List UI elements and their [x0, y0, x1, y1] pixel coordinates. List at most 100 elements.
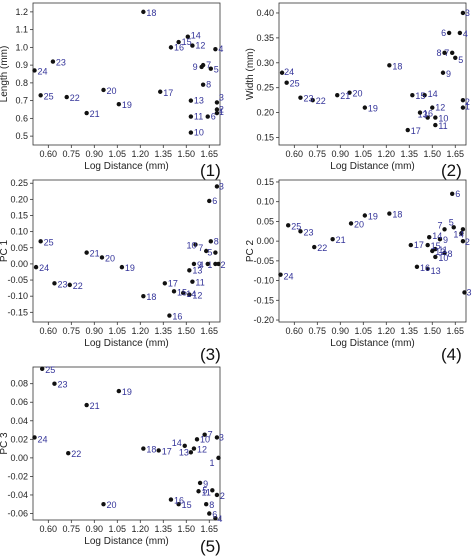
x-tick-label: 0.90 [332, 326, 350, 336]
data-point-label: 6 [211, 112, 216, 122]
data-point-20 [101, 87, 106, 93]
data-point-label: 21 [336, 235, 346, 245]
data-point-label: 22 [317, 243, 327, 253]
data-point-2 [214, 492, 220, 498]
data-point-9 [191, 261, 197, 267]
data-point-label: 17 [162, 446, 172, 456]
y-tick-label: 0.15 [256, 133, 274, 143]
data-point-3 [462, 290, 467, 295]
data-point-label: 16 [174, 42, 184, 52]
data-point-14 [185, 34, 191, 39]
x-tick-label: 1.05 [355, 149, 373, 159]
data-point-19 [119, 264, 125, 270]
y-tick-label: 0.20 [10, 194, 28, 204]
data-point-label: 19 [368, 212, 378, 222]
panel-number-label: (1) [200, 161, 221, 180]
y-tick-label: 0.15 [256, 177, 274, 187]
panel-number-label: (4) [441, 345, 462, 364]
data-point-label: 8 [206, 80, 211, 90]
x-tick-label: 0.60 [40, 524, 58, 534]
data-point-label: 18 [146, 445, 156, 455]
data-point-1 [216, 455, 221, 461]
data-point-label: 15 [431, 241, 441, 251]
x-tick-label: 1.65 [201, 326, 219, 336]
data-point-13 [187, 268, 192, 273]
data-point-label: 5 [214, 65, 219, 75]
x-tick-label: 1.65 [447, 149, 465, 159]
y-tick-label: 0.05 [256, 216, 274, 226]
data-point-label: 15 [177, 287, 187, 297]
data-point-19 [116, 101, 122, 107]
data-point-label: 8 [437, 48, 442, 58]
data-point-label: 5 [449, 217, 454, 227]
data-point-8 [204, 502, 209, 507]
data-point-17 [405, 127, 410, 133]
data-point-11 [188, 114, 194, 119]
data-point-label: 15 [415, 91, 425, 101]
data-point-label: 22 [70, 93, 80, 103]
data-point-label: 14 [191, 31, 201, 41]
panel-number-label: (3) [200, 345, 221, 364]
x-tick-label: 1.20 [132, 326, 150, 336]
data-point-3 [214, 184, 220, 189]
data-point-label: 3 [465, 8, 470, 18]
data-point-9 [437, 236, 443, 242]
data-point-label: 19 [368, 104, 378, 114]
data-point-label: 11 [194, 112, 203, 122]
data-point-22 [67, 282, 72, 288]
plot-frame [32, 179, 221, 323]
data-point-8 [208, 239, 214, 244]
data-point-19 [116, 388, 122, 394]
data-point-label: 16 [420, 263, 430, 273]
data-point-23 [52, 381, 57, 386]
data-point-label: 23 [57, 380, 67, 390]
data-point-label: 19 [122, 387, 132, 397]
data-point-12 [430, 248, 435, 254]
data-point-label: 17 [411, 126, 421, 136]
data-point-5 [453, 55, 458, 61]
x-tick-label: 1.65 [201, 149, 219, 159]
x-axis-label: Log Distance (mm) [84, 161, 168, 172]
y-axis-label: Width (mm) [245, 48, 256, 100]
data-point-16 [167, 313, 172, 318]
data-point-label: 17 [163, 88, 173, 98]
data-point-label: 2 [219, 105, 224, 115]
y-tick-label: -0.05 [7, 275, 28, 285]
data-point-19 [362, 105, 368, 110]
data-point-label: 18 [392, 61, 402, 71]
data-point-18 [141, 9, 146, 15]
data-point-10 [433, 254, 438, 260]
y-tick-label: 0.25 [256, 83, 274, 93]
data-point-24 [278, 272, 283, 277]
y-tick-label: -0.20 [253, 315, 274, 325]
data-point-label: 23 [56, 58, 66, 68]
data-point-label: 20 [107, 500, 117, 510]
data-point-8 [442, 50, 447, 56]
data-point-16 [168, 45, 174, 50]
data-point-label: 1 [465, 102, 470, 112]
y-tick-label: 0.04 [10, 416, 28, 426]
data-point-label: 21 [340, 91, 350, 101]
data-point-label: 6 [212, 510, 217, 520]
data-point-label: 5 [202, 485, 207, 495]
x-tick-label: 0.90 [86, 326, 104, 336]
data-point-15 [171, 289, 177, 294]
plot-frame [278, 179, 467, 323]
data-point-label: 14 [186, 289, 196, 299]
data-point-9 [197, 480, 203, 486]
x-tick-label: 1.65 [201, 524, 219, 534]
y-tick-label: 0.05 [10, 243, 28, 253]
data-point-6 [207, 511, 212, 516]
data-point-25 [38, 239, 43, 244]
data-point-12 [190, 43, 195, 48]
data-point-label: 7 [438, 220, 443, 230]
data-point-label: 15 [182, 500, 192, 510]
data-point-11 [196, 489, 201, 494]
data-point-6 [205, 114, 210, 119]
x-tick-label: 0.90 [86, 524, 104, 534]
data-point-label: 11 [438, 121, 447, 131]
data-point-label: 2 [220, 260, 225, 270]
x-tick-label: 0.90 [86, 149, 104, 159]
x-tick-label: 1.20 [132, 524, 150, 534]
y-tick-label: 0.20 [256, 108, 274, 118]
